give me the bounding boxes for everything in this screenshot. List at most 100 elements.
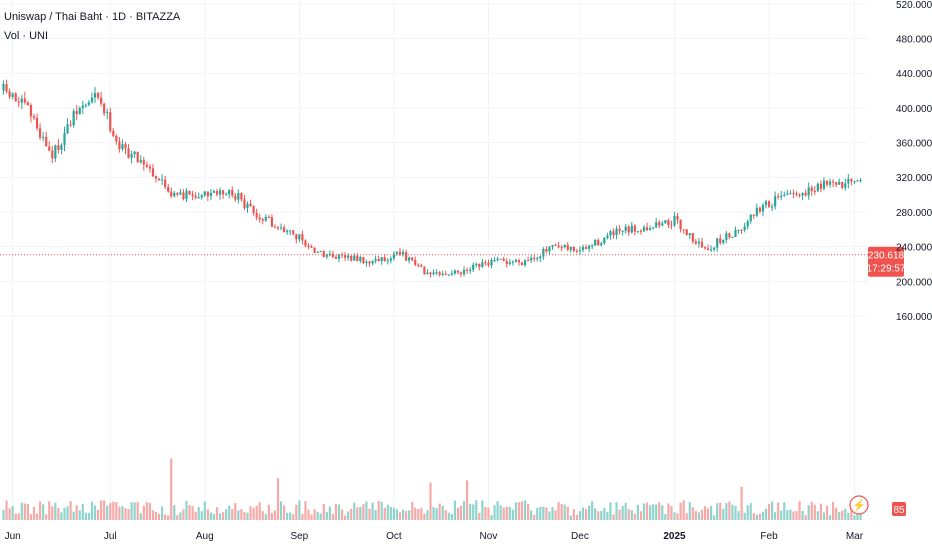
candle-body xyxy=(816,183,819,192)
volume-bar xyxy=(72,511,75,520)
volume-bar xyxy=(453,500,456,520)
volume-bar xyxy=(212,513,216,520)
volume-bar xyxy=(432,507,435,520)
volume-bar xyxy=(261,511,264,520)
volume-bar xyxy=(459,505,463,520)
candle-body xyxy=(106,112,109,114)
candle-body xyxy=(212,191,216,193)
candle-body xyxy=(75,111,78,115)
last-price-value: 230.618 xyxy=(868,251,905,262)
candle-body xyxy=(276,227,280,229)
volume-bar xyxy=(786,510,789,520)
volume-bar xyxy=(289,512,292,520)
candle-body xyxy=(45,136,48,147)
volume-bar xyxy=(667,503,670,520)
volume-bar xyxy=(752,513,755,520)
candle-body xyxy=(35,117,39,129)
candle-body xyxy=(822,180,826,189)
volume-bar xyxy=(774,512,777,520)
candle-body xyxy=(408,257,411,261)
volume-bar xyxy=(496,501,499,520)
candle-body xyxy=(725,233,728,241)
y-tick-label: 240.000 xyxy=(896,243,932,254)
candle-body xyxy=(270,217,273,227)
candle-body xyxy=(286,230,289,233)
volume-bar xyxy=(450,513,453,520)
volume-bar xyxy=(249,506,252,520)
volume-bar xyxy=(850,505,853,520)
volume-bar xyxy=(414,507,417,520)
volume-bar xyxy=(661,505,664,520)
candle-body xyxy=(835,182,838,185)
volume-badge-value: 85 xyxy=(893,505,905,516)
candle-body xyxy=(542,248,545,257)
x-tick-label: Oct xyxy=(386,531,402,542)
volume-bar xyxy=(359,506,362,520)
candle-body xyxy=(362,256,365,264)
volume-bar xyxy=(51,506,54,520)
candle-body xyxy=(469,269,472,271)
candle-body xyxy=(606,235,609,238)
candle-body xyxy=(203,191,206,196)
candle-body xyxy=(420,265,423,268)
candle-body xyxy=(563,244,566,248)
candle-body xyxy=(389,258,392,261)
volume-bar xyxy=(755,514,758,520)
candle-body xyxy=(365,261,368,264)
volume-bar xyxy=(154,511,158,520)
candle-body xyxy=(151,168,155,177)
volume-bar xyxy=(688,502,691,520)
flash-icon xyxy=(849,495,869,515)
candle-body xyxy=(514,260,517,262)
candle-body xyxy=(813,190,816,192)
volume-bar xyxy=(255,505,258,520)
volume-bar xyxy=(264,514,267,520)
candle-body xyxy=(197,197,200,199)
candle-body xyxy=(8,91,11,97)
candle-body xyxy=(764,201,768,205)
candle-body xyxy=(118,141,121,150)
volume-bar xyxy=(408,510,411,520)
volume-bar xyxy=(276,478,280,520)
volume-bar xyxy=(740,487,743,520)
volume-bar xyxy=(301,514,304,520)
candle-body xyxy=(395,251,399,254)
candle-body xyxy=(90,97,94,103)
candle-body xyxy=(853,181,856,183)
candle-body xyxy=(731,236,734,238)
volume-bar xyxy=(8,508,11,520)
volume-bar xyxy=(14,513,17,520)
volume-bar xyxy=(161,506,164,520)
volume-bar xyxy=(737,511,740,520)
volume-bar xyxy=(17,513,20,520)
volume-bar xyxy=(386,504,389,520)
volume-bar xyxy=(200,511,203,520)
chart-title[interactable]: Uniswap / Thai Baht · 1D · BITAZZA xyxy=(4,11,181,23)
candle-body xyxy=(130,154,133,158)
volume-bar xyxy=(466,480,469,520)
volume-bar xyxy=(520,501,524,520)
candle-body xyxy=(414,260,417,265)
volume-bar xyxy=(103,500,106,520)
volume-bar xyxy=(298,500,301,520)
volume-bar xyxy=(209,512,212,520)
candle-body xyxy=(23,98,26,103)
volume-bar xyxy=(75,505,78,520)
volume-bar xyxy=(270,512,273,520)
volume-bar xyxy=(115,502,118,520)
candle-body xyxy=(157,178,161,181)
candle-body xyxy=(54,145,57,159)
candle-body xyxy=(569,246,572,250)
volume-bar xyxy=(63,507,66,520)
volume-bar xyxy=(551,506,554,520)
candle-body xyxy=(148,166,151,169)
candle-body xyxy=(331,254,334,257)
volume-bar xyxy=(66,506,69,520)
volume-bar xyxy=(853,515,856,520)
volume-bar xyxy=(20,502,23,520)
volume-indicator-label[interactable]: Vol · UNI xyxy=(4,30,49,42)
x-tick-label: Jul xyxy=(104,531,117,542)
volume-bar xyxy=(246,512,249,520)
